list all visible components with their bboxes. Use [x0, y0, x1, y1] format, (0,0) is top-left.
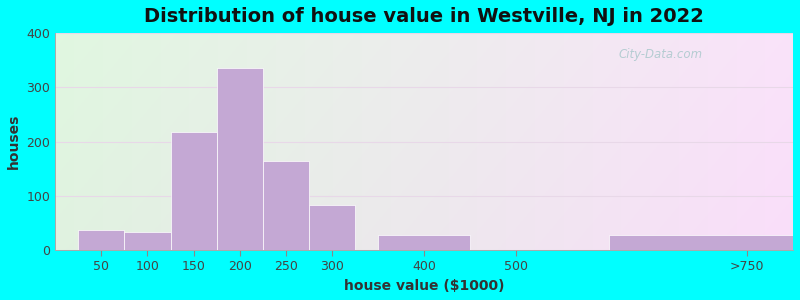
Bar — [262, 160, 309, 250]
Bar — [125, 232, 170, 250]
Bar — [609, 236, 793, 250]
Bar — [78, 230, 125, 250]
Title: Distribution of house value in Westville, NJ in 2022: Distribution of house value in Westville… — [144, 7, 704, 26]
X-axis label: house value ($1000): house value ($1000) — [344, 279, 504, 293]
Bar — [378, 236, 470, 250]
Bar — [309, 205, 355, 250]
Bar — [170, 132, 217, 250]
Bar — [217, 68, 262, 250]
Y-axis label: houses: houses — [7, 114, 21, 169]
Text: City-Data.com: City-Data.com — [618, 48, 702, 61]
